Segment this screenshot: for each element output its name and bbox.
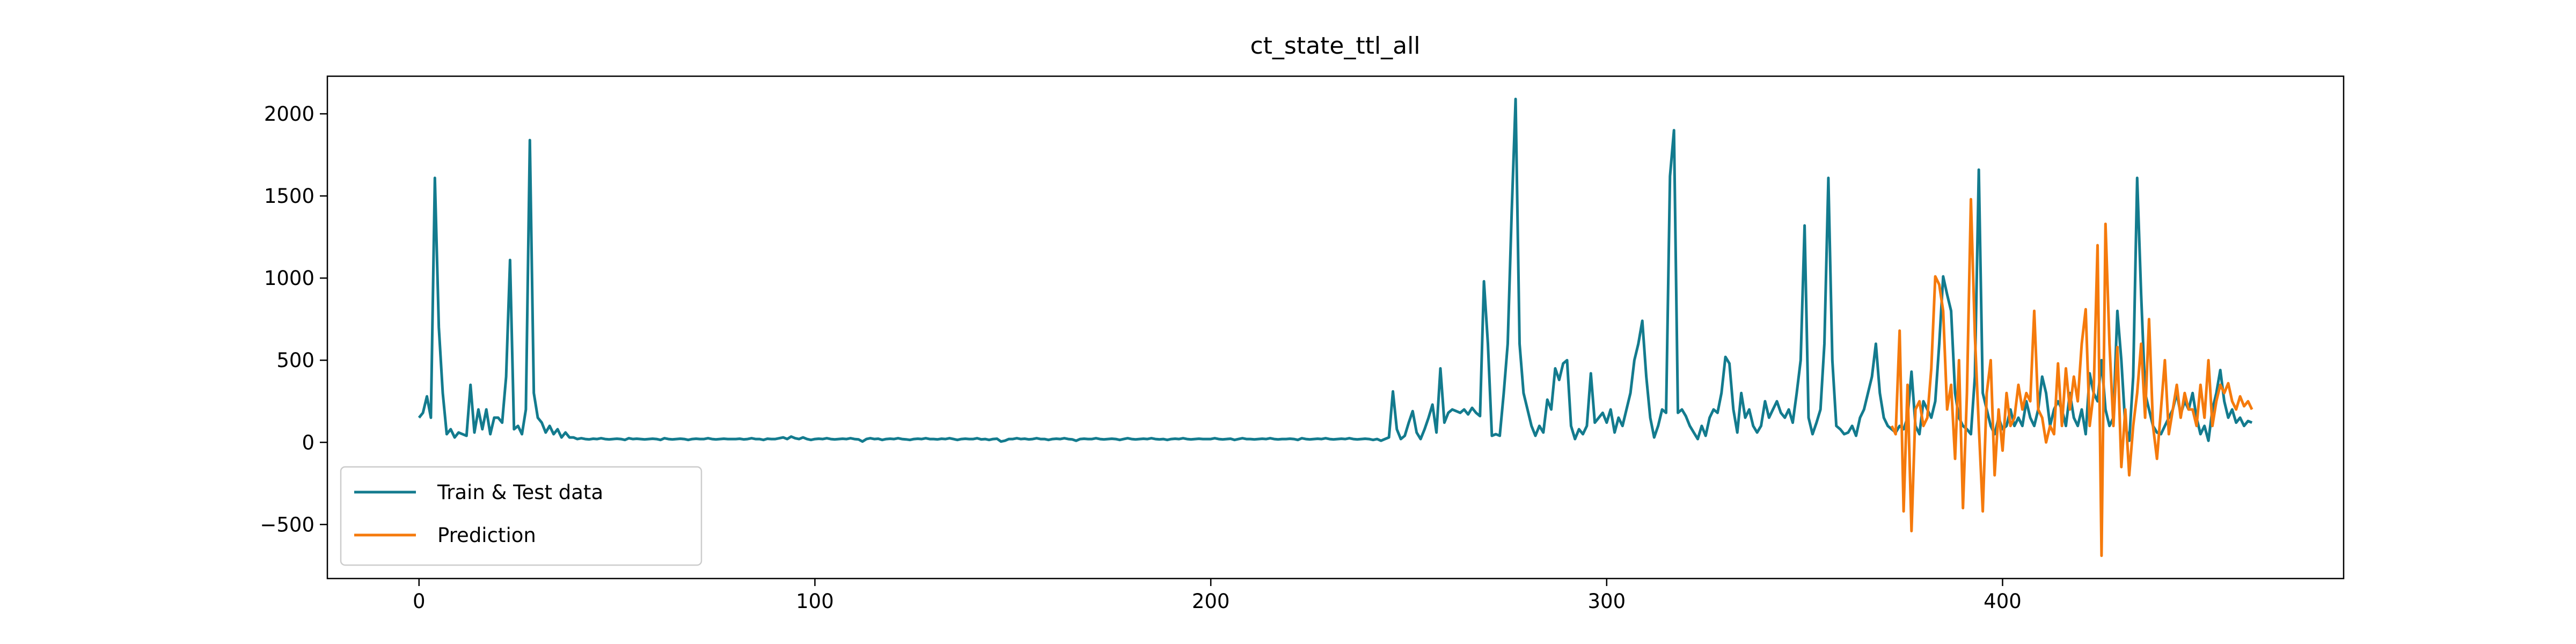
y-tick-label: 1500	[264, 185, 314, 208]
y-tick-label: 500	[276, 349, 314, 372]
plot-frame	[326, 75, 2345, 580]
chart-title: ct_state_ttl_all	[1250, 32, 1420, 60]
legend-box	[340, 466, 702, 566]
legend-label: Prediction	[437, 524, 536, 547]
x-tick-label: 0	[413, 590, 426, 613]
y-tick-label: −500	[260, 513, 314, 536]
legend-label: Train & Test data	[437, 481, 603, 504]
x-tick-label: 400	[1984, 590, 2022, 613]
x-tick-label: 100	[796, 590, 834, 613]
x-tick-label: 200	[1192, 590, 1230, 613]
x-tick-label: 300	[1587, 590, 1626, 613]
y-tick-label: 2000	[264, 103, 314, 126]
data-line	[418, 98, 2253, 443]
data-line	[1890, 197, 2253, 557]
y-tick-label: 0	[302, 431, 314, 454]
y-tick-label: 1000	[264, 267, 314, 290]
